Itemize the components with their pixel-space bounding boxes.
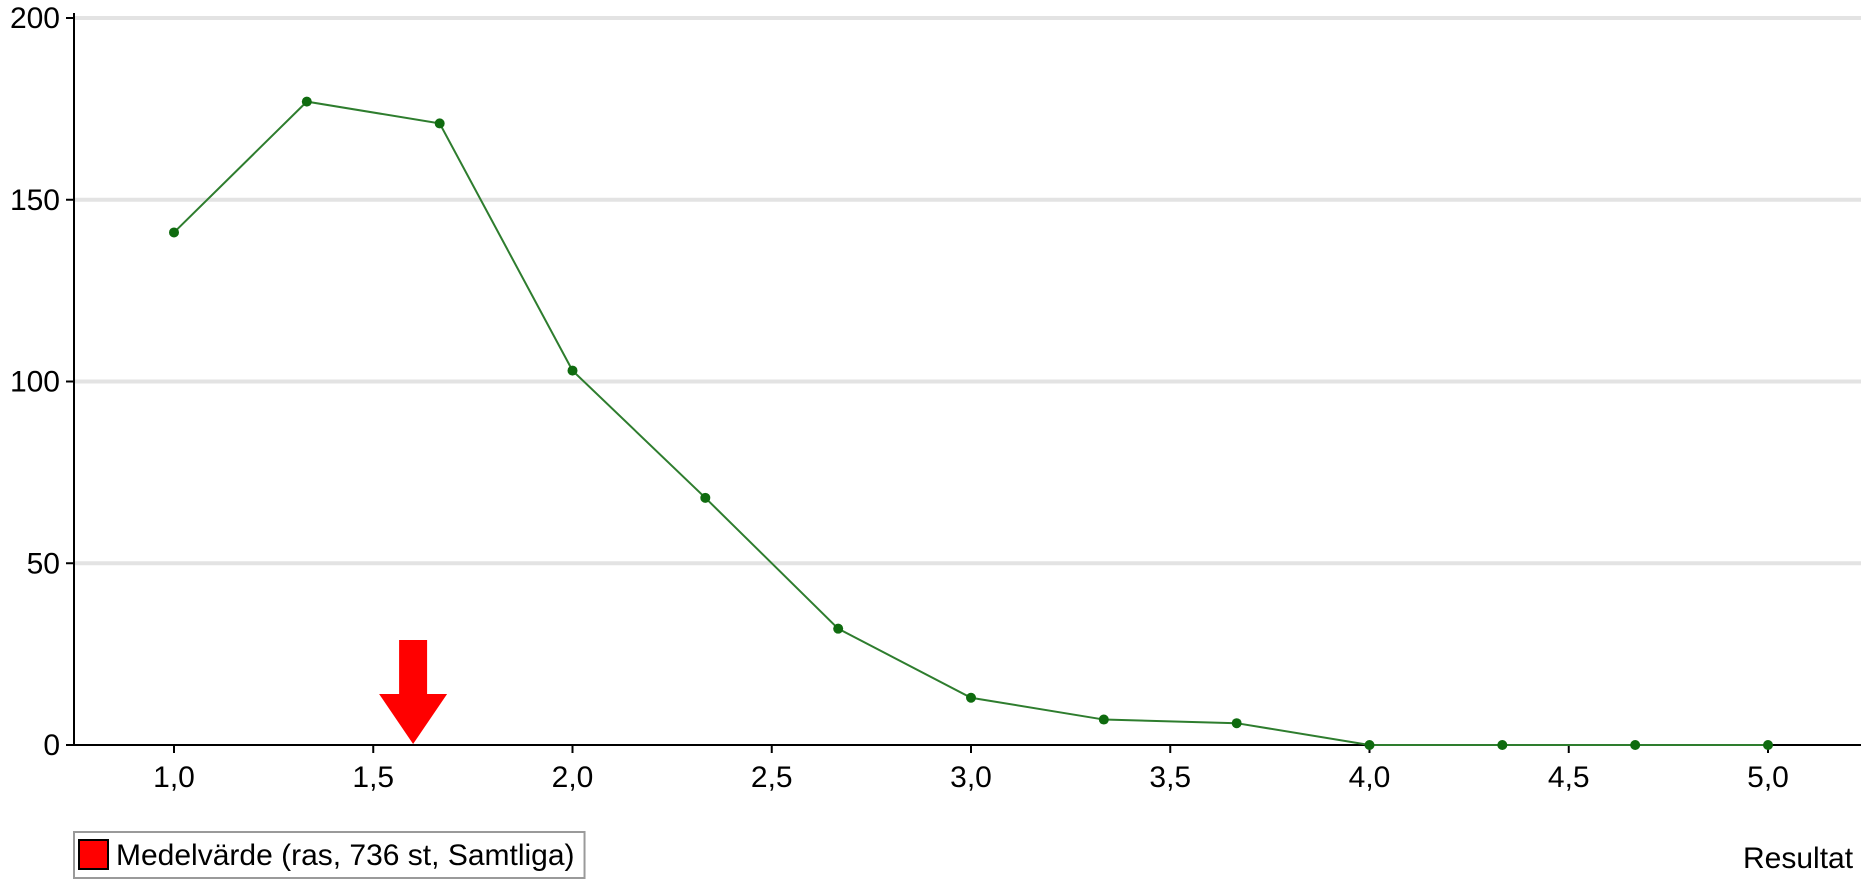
data-point xyxy=(169,227,179,238)
data-point xyxy=(301,96,312,107)
x-tick-label: 1,0 xyxy=(153,761,195,794)
data-point xyxy=(1364,740,1375,750)
legend-box xyxy=(73,831,586,879)
data-point xyxy=(1630,740,1641,750)
y-tick-label: 0 xyxy=(43,729,60,762)
data-point xyxy=(434,118,445,129)
grid-layer xyxy=(74,16,1861,566)
data-point xyxy=(700,492,711,503)
mean-marker-arrow xyxy=(379,640,448,744)
x-tick-label: 4,5 xyxy=(1548,761,1590,794)
data-point xyxy=(1763,740,1773,750)
data-point xyxy=(567,365,578,376)
x-tick-label: 2,5 xyxy=(751,761,793,794)
x-tick-label: 2,0 xyxy=(552,761,594,794)
x-tick-label: 5,0 xyxy=(1747,761,1789,794)
axis-layer: 0 50 100 150 200 1,0 1,5 2,0 2,5 3,0 3,5 4,0 4,5 5,0 xyxy=(10,2,1861,794)
y-tick-label: 200 xyxy=(10,2,60,35)
data-point xyxy=(833,623,844,634)
legend-label: Medelvärde (ras, 736 st, Samtliga) xyxy=(116,839,575,872)
data-point xyxy=(1231,718,1242,729)
data-point xyxy=(1497,740,1508,750)
legend-swatch xyxy=(78,839,109,870)
data-point xyxy=(966,692,976,703)
x-axis-title: Resultat xyxy=(1743,842,1854,875)
legend-layer: Medelvärde (ras, 736 st, Samtliga) xyxy=(73,831,586,879)
marker-layer xyxy=(379,640,448,744)
x-tick-label: 3,5 xyxy=(1149,761,1191,794)
x-tick-label: 1,5 xyxy=(352,761,394,794)
y-tick-label: 50 xyxy=(27,547,60,580)
y-tick-label: 150 xyxy=(10,184,60,217)
x-tick-label: 4,0 xyxy=(1349,761,1391,794)
data-point xyxy=(1098,714,1109,725)
series-layer xyxy=(169,96,1773,750)
y-tick-label: 100 xyxy=(10,366,60,399)
x-tick-label: 3,0 xyxy=(950,761,992,794)
